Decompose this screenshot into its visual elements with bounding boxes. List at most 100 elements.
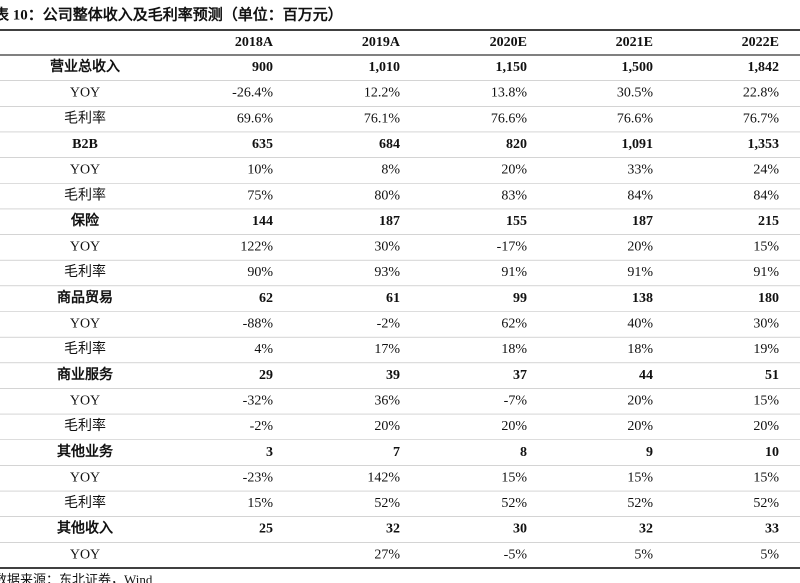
column-header: 2021E [616, 35, 653, 50]
cell: 144 [252, 214, 273, 229]
cell: 62 [259, 291, 273, 306]
cell: 36% [374, 393, 400, 408]
cell: 76.7% [743, 111, 780, 126]
cell: 1,500 [622, 60, 654, 75]
cell: 4% [254, 342, 273, 357]
cell: 7 [393, 445, 400, 460]
cell: 61 [386, 291, 400, 306]
cell: 27% [374, 547, 400, 562]
cell: 52% [753, 496, 779, 511]
cell: 20% [501, 419, 527, 434]
cell: 8% [381, 163, 400, 178]
cell: 76.1% [364, 111, 401, 126]
cell: 99 [513, 291, 527, 306]
cell: 20% [627, 240, 653, 255]
cell: 187 [632, 214, 653, 229]
cell: 29 [259, 368, 273, 383]
cell: 69.6% [237, 111, 274, 126]
cell: 75% [247, 188, 273, 203]
cell: -23% [243, 470, 274, 485]
cell: -7% [504, 393, 528, 408]
row-label: 毛利率 [64, 186, 106, 203]
cell: 15% [627, 470, 653, 485]
cell: 18% [501, 342, 527, 357]
cell: 30.5% [617, 86, 654, 101]
cell: 15% [753, 240, 779, 255]
cell: 30% [753, 317, 779, 332]
cell: 20% [374, 419, 400, 434]
cell: 15% [247, 496, 273, 511]
row-label: 保险 [70, 212, 100, 229]
row-label: 毛利率 [64, 494, 106, 511]
row-label: 商品贸易 [57, 289, 113, 306]
row-label: 其他业务 [57, 443, 114, 460]
cell: -17% [497, 240, 528, 255]
cell: -2% [377, 317, 401, 332]
cell: 83% [501, 188, 527, 203]
cell: 684 [379, 137, 400, 152]
source-note: 数据来源：东北证券，Wind [0, 572, 153, 583]
cell: 20% [627, 393, 653, 408]
column-header: 2020E [490, 35, 527, 50]
cell: 820 [506, 137, 527, 152]
row-label: YOY [70, 86, 100, 101]
cell: 20% [753, 419, 779, 434]
cell: 1,010 [369, 60, 401, 75]
cell: 37 [513, 368, 527, 383]
cell: 30 [513, 522, 527, 537]
cell: 215 [758, 214, 779, 229]
cell: 10% [247, 163, 273, 178]
row-label: 营业总收入 [50, 58, 120, 75]
row-label: YOY [70, 163, 100, 178]
cell: 33 [765, 522, 779, 537]
cell: 20% [627, 419, 653, 434]
cell: 76.6% [491, 111, 528, 126]
cell: -2% [250, 419, 274, 434]
cell: 635 [252, 137, 273, 152]
cell: 1,353 [748, 137, 780, 152]
cell: 15% [501, 470, 527, 485]
cell: 900 [252, 60, 273, 75]
row-label: 商业服务 [57, 366, 114, 383]
cell: 93% [374, 265, 400, 280]
cell: 22.8% [743, 86, 780, 101]
cell: 15% [753, 470, 779, 485]
cell: 5% [634, 547, 653, 562]
cell: 142% [367, 470, 400, 485]
cell: 155 [506, 214, 527, 229]
cell: 62% [501, 317, 527, 332]
cell: 122% [240, 240, 273, 255]
cell: 187 [379, 214, 400, 229]
row-label: YOY [70, 470, 100, 485]
cell: 33% [627, 163, 653, 178]
row-label: YOY [70, 547, 100, 562]
row-label: 毛利率 [64, 417, 106, 434]
cell: 52% [374, 496, 400, 511]
column-header: 2018A [235, 35, 274, 50]
cell: -26.4% [232, 86, 273, 101]
cell: 138 [632, 291, 653, 306]
cell: 40% [627, 317, 653, 332]
cell: 19% [753, 342, 779, 357]
cell: 90% [247, 265, 273, 280]
cell: 17% [374, 342, 400, 357]
cell: 13.8% [491, 86, 528, 101]
row-label: 毛利率 [64, 263, 106, 280]
cell: 3 [266, 445, 273, 460]
cell: 32 [386, 522, 400, 537]
cell: 9 [646, 445, 653, 460]
row-label: 毛利率 [64, 109, 106, 126]
cell: 180 [758, 291, 779, 306]
cell: 30% [374, 240, 400, 255]
cell: 84% [627, 188, 653, 203]
cell: 24% [753, 163, 779, 178]
row-label: B2B [72, 137, 98, 152]
cell: 84% [753, 188, 779, 203]
cell: 8 [520, 445, 527, 460]
cell: 1,150 [496, 60, 528, 75]
row-label: 毛利率 [64, 340, 106, 357]
cell: 1,091 [622, 137, 654, 152]
cell: 12.2% [364, 86, 401, 101]
column-header: 2019A [362, 35, 401, 50]
cell: -32% [243, 393, 274, 408]
